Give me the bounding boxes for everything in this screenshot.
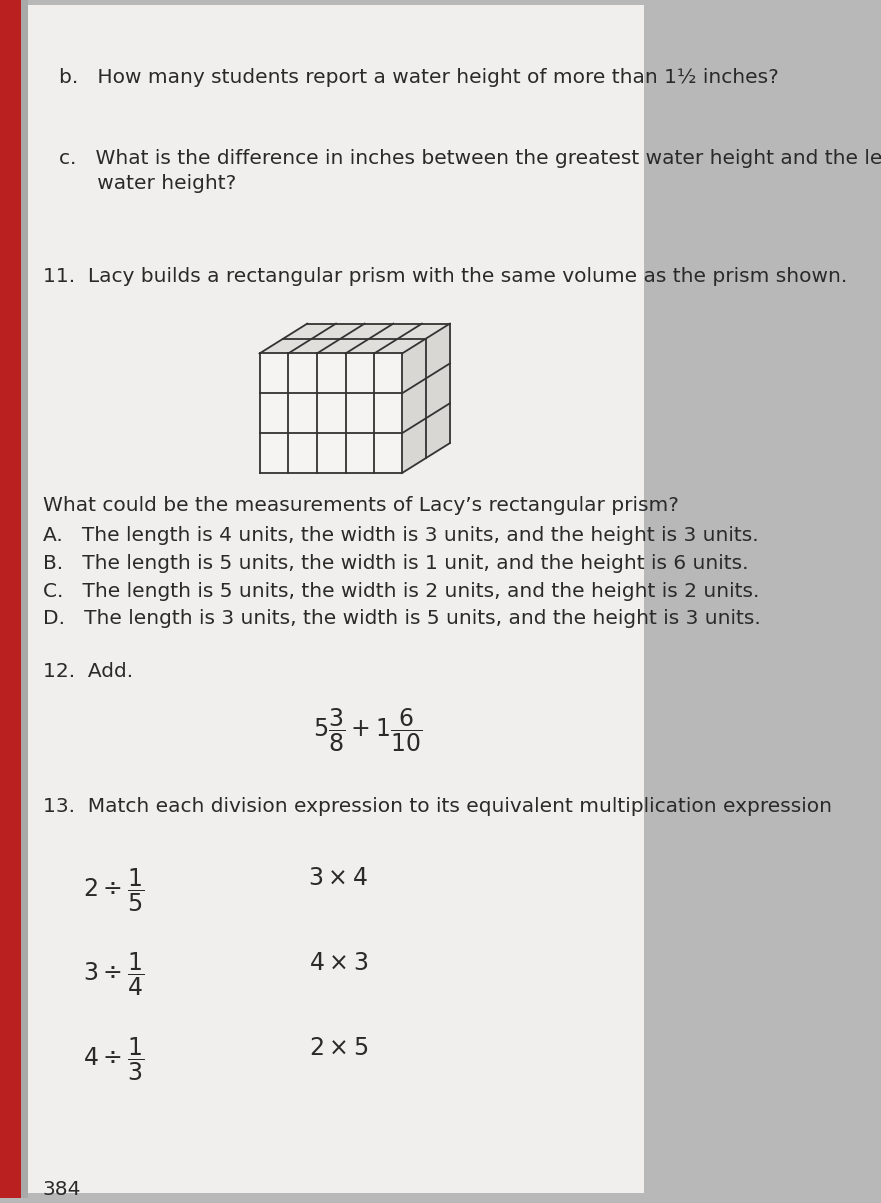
Polygon shape — [260, 354, 402, 473]
Text: D.   The length is 3 units, the width is 5 units, and the height is 3 units.: D. The length is 3 units, the width is 5… — [42, 610, 760, 628]
FancyBboxPatch shape — [28, 5, 644, 1193]
Text: 13.  Match each division expression to its equivalent multiplication expression: 13. Match each division expression to it… — [42, 796, 832, 816]
Text: $2 \times 5$: $2 \times 5$ — [308, 1036, 367, 1060]
Text: $5\dfrac{3}{8} + 1\dfrac{6}{10}$: $5\dfrac{3}{8} + 1\dfrac{6}{10}$ — [313, 707, 422, 754]
FancyBboxPatch shape — [20, 0, 28, 1198]
Text: b.   How many students report a water height of more than 1½ inches?: b. How many students report a water heig… — [59, 67, 779, 87]
Text: $3 \times 4$: $3 \times 4$ — [308, 866, 368, 890]
Polygon shape — [260, 324, 450, 354]
Text: C.   The length is 5 units, the width is 2 units, and the height is 2 units.: C. The length is 5 units, the width is 2… — [42, 581, 759, 600]
Text: 384: 384 — [42, 1180, 81, 1199]
Text: $3 \div \dfrac{1}{4}$: $3 \div \dfrac{1}{4}$ — [84, 950, 144, 998]
Text: $4 \times 3$: $4 \times 3$ — [308, 950, 367, 974]
Text: c.   What is the difference in inches between the greatest water height and the : c. What is the difference in inches betw… — [59, 149, 881, 168]
Text: water height?: water height? — [59, 174, 236, 194]
FancyBboxPatch shape — [0, 0, 20, 1198]
Text: $4 \div \dfrac{1}{3}$: $4 \div \dfrac{1}{3}$ — [84, 1036, 144, 1083]
Text: 12.  Add.: 12. Add. — [42, 662, 133, 681]
Text: A.   The length is 4 units, the width is 3 units, and the height is 3 units.: A. The length is 4 units, the width is 3… — [42, 526, 759, 545]
Text: $2 \div \dfrac{1}{5}$: $2 \div \dfrac{1}{5}$ — [84, 866, 144, 913]
Polygon shape — [402, 324, 450, 473]
Text: B.   The length is 5 units, the width is 1 unit, and the height is 6 units.: B. The length is 5 units, the width is 1… — [42, 553, 748, 573]
Text: 11.  Lacy builds a rectangular prism with the same volume as the prism shown.: 11. Lacy builds a rectangular prism with… — [42, 267, 847, 286]
Text: What could be the measurements of Lacy’s rectangular prism?: What could be the measurements of Lacy’s… — [42, 496, 678, 515]
